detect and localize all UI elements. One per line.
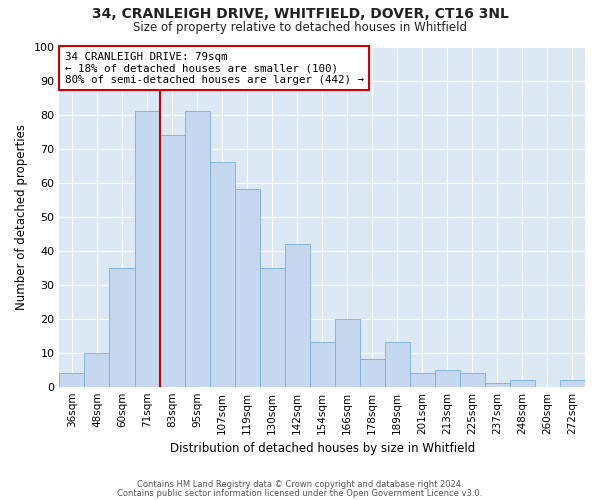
Text: Size of property relative to detached houses in Whitfield: Size of property relative to detached ho… (133, 21, 467, 34)
Bar (109, 268, 134, 386)
Bar (59, 373, 85, 386)
Bar (460, 373, 485, 386)
Bar (260, 268, 284, 386)
X-axis label: Distribution of detached houses by size in Whitfield: Distribution of detached houses by size … (170, 442, 475, 455)
Bar (160, 135, 185, 386)
Y-axis label: Number of detached properties: Number of detached properties (15, 124, 28, 310)
Bar (310, 342, 335, 386)
Bar (560, 380, 585, 386)
Bar (410, 373, 435, 386)
Bar (360, 360, 385, 386)
Text: 34, CRANLEIGH DRIVE, WHITFIELD, DOVER, CT16 3NL: 34, CRANLEIGH DRIVE, WHITFIELD, DOVER, C… (92, 8, 508, 22)
Bar (185, 111, 209, 386)
Text: Contains public sector information licensed under the Open Government Licence v3: Contains public sector information licen… (118, 488, 482, 498)
Bar (485, 384, 510, 386)
Bar (209, 162, 235, 386)
Bar (385, 342, 410, 386)
Bar (85, 352, 109, 386)
Bar (335, 318, 360, 386)
Bar (235, 190, 260, 386)
Bar (134, 111, 160, 386)
Text: 34 CRANLEIGH DRIVE: 79sqm
← 18% of detached houses are smaller (100)
80% of semi: 34 CRANLEIGH DRIVE: 79sqm ← 18% of detac… (65, 52, 364, 85)
Bar (435, 370, 460, 386)
Text: Contains HM Land Registry data © Crown copyright and database right 2024.: Contains HM Land Registry data © Crown c… (137, 480, 463, 489)
Bar (510, 380, 535, 386)
Bar (284, 244, 310, 386)
